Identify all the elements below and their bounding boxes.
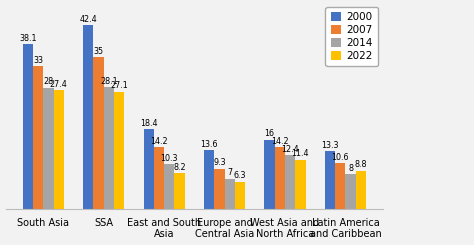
Text: 16: 16: [264, 129, 274, 138]
Bar: [83, 25, 93, 209]
Text: 8.2: 8.2: [173, 163, 186, 172]
Bar: [144, 129, 154, 209]
Text: 35: 35: [93, 47, 104, 56]
Bar: [295, 159, 306, 209]
Text: 14.2: 14.2: [150, 137, 168, 146]
Text: 12.4: 12.4: [281, 145, 299, 154]
Bar: [164, 164, 174, 209]
Bar: [335, 163, 346, 209]
Bar: [204, 150, 214, 209]
Text: 38.1: 38.1: [19, 34, 36, 43]
Text: 18.4: 18.4: [140, 119, 157, 128]
Text: 10.3: 10.3: [161, 154, 178, 163]
Text: 28: 28: [43, 77, 54, 86]
Bar: [114, 92, 124, 209]
Text: 6.3: 6.3: [234, 171, 246, 180]
Text: 13.6: 13.6: [201, 140, 218, 149]
Bar: [346, 174, 356, 209]
Text: 27.1: 27.1: [110, 81, 128, 90]
Bar: [174, 173, 185, 209]
Text: 14.2: 14.2: [271, 137, 289, 146]
Bar: [225, 179, 235, 209]
Text: 8.8: 8.8: [355, 160, 367, 170]
Text: 27.4: 27.4: [50, 80, 68, 89]
Bar: [285, 155, 295, 209]
Text: 11.4: 11.4: [292, 149, 309, 158]
Bar: [356, 171, 366, 209]
Bar: [325, 151, 335, 209]
Bar: [23, 44, 33, 209]
Bar: [93, 57, 104, 209]
Text: 9.3: 9.3: [213, 158, 226, 167]
Legend: 2000, 2007, 2014, 2022: 2000, 2007, 2014, 2022: [326, 7, 378, 66]
Text: 33: 33: [33, 56, 43, 65]
Bar: [43, 88, 54, 209]
Bar: [275, 147, 285, 209]
Text: 7: 7: [227, 168, 232, 177]
Bar: [104, 87, 114, 209]
Text: 13.3: 13.3: [321, 141, 339, 150]
Bar: [54, 90, 64, 209]
Bar: [235, 182, 245, 209]
Bar: [33, 66, 43, 209]
Bar: [264, 140, 275, 209]
Text: 10.6: 10.6: [331, 153, 349, 162]
Text: 8: 8: [348, 164, 353, 173]
Bar: [154, 147, 164, 209]
Bar: [214, 169, 225, 209]
Text: 28.1: 28.1: [100, 77, 118, 86]
Text: 42.4: 42.4: [80, 15, 97, 24]
